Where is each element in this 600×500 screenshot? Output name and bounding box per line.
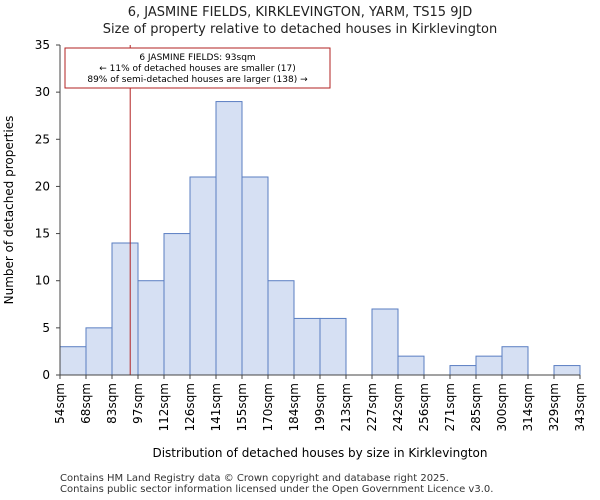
- bar-242sqm: [397, 355, 425, 376]
- bar-329sqm: [553, 365, 581, 376]
- bar-300sqm: [501, 346, 529, 376]
- y-tick-label: 0: [42, 368, 50, 382]
- x-axis-label: Distribution of detached houses by size …: [152, 446, 487, 460]
- x-tick-label: 300sqm: [495, 383, 509, 431]
- y-tick-label: 15: [35, 227, 50, 241]
- bar-155sqm: [241, 176, 269, 376]
- annotation-line-1: 6 JASMINE FIELDS: 93sqm: [139, 53, 255, 63]
- x-tick-label: 227sqm: [365, 383, 379, 431]
- bar-97sqm: [137, 280, 165, 376]
- x-tick-label: 112sqm: [157, 383, 171, 431]
- x-tick-label: 126sqm: [183, 383, 197, 431]
- bar-83sqm: [111, 242, 139, 376]
- x-tick-label: 141sqm: [209, 383, 223, 431]
- annotation-line-3: 89% of semi-detached houses are larger (…: [87, 75, 308, 85]
- bar-126sqm: [189, 176, 217, 376]
- bar-141sqm: [215, 101, 243, 376]
- y-tick-label: 25: [35, 132, 50, 146]
- x-tick-label: 314sqm: [521, 383, 535, 431]
- x-tick-label: 199sqm: [313, 383, 327, 431]
- y-axis-label: Number of detached properties: [2, 116, 16, 305]
- y-tick-label: 30: [35, 85, 50, 99]
- y-tick-label: 5: [42, 321, 50, 335]
- y-tick-label: 10: [35, 274, 50, 288]
- footer-line-1: Contains HM Land Registry data © Crown c…: [60, 473, 449, 484]
- chart-title: 6, JASMINE FIELDS, KIRKLEVINGTON, YARM, …: [127, 5, 473, 20]
- y-tick-label: 20: [35, 179, 50, 193]
- x-tick-label: 285sqm: [469, 383, 483, 431]
- footer-line-2: Contains public sector information licen…: [60, 484, 494, 495]
- annotation-box: [64, 47, 331, 89]
- annotation-line-2: ← 11% of detached houses are smaller (17…: [99, 64, 296, 74]
- bar-199sqm: [319, 317, 347, 376]
- bar-271sqm: [449, 365, 477, 376]
- x-tick-label: 271sqm: [443, 383, 457, 431]
- bar-184sqm: [293, 317, 321, 376]
- x-tick-label: 68sqm: [79, 383, 93, 424]
- bar-54sqm: [59, 346, 87, 376]
- bar-170sqm: [267, 280, 295, 376]
- bar-112sqm: [163, 233, 191, 376]
- chart-subtitle: Size of property relative to detached ho…: [102, 22, 498, 37]
- y-tick-label: 35: [35, 38, 50, 52]
- bar-227sqm: [371, 308, 399, 376]
- x-tick-label: 97sqm: [131, 383, 145, 424]
- x-tick-label: 170sqm: [261, 383, 275, 431]
- bar-285sqm: [475, 355, 503, 376]
- x-tick-label: 242sqm: [391, 383, 405, 431]
- x-tick-label: 184sqm: [287, 383, 301, 431]
- x-tick-label: 54sqm: [53, 383, 67, 424]
- x-tick-label: 329sqm: [547, 383, 561, 431]
- bar-68sqm: [85, 327, 113, 376]
- x-tick-label: 256sqm: [417, 383, 431, 431]
- x-tick-label: 155sqm: [235, 383, 249, 431]
- x-tick-label: 343sqm: [573, 383, 587, 431]
- x-tick-label: 213sqm: [339, 383, 353, 431]
- x-tick-label: 83sqm: [105, 383, 119, 424]
